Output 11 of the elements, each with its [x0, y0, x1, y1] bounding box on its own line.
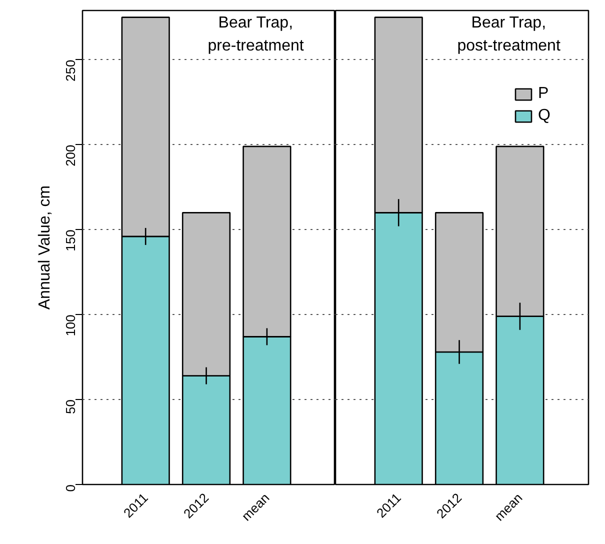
text: Bear Trap, post-treatment [457, 14, 561, 54]
y-tick-label: 0 [63, 484, 78, 492]
text: Bear Trap, pre-treatment [208, 14, 304, 54]
legend-label: Q [538, 107, 552, 125]
y-tick-label: 50 [63, 400, 78, 414]
y-tick-label: 100 [63, 314, 78, 336]
y-axis-title: Annual Value, cm [36, 185, 54, 310]
y-tick-label: 200 [63, 144, 78, 166]
y-tick-label: 150 [63, 230, 78, 252]
y-tick-label: 250 [63, 60, 78, 82]
legend-label: P [538, 85, 550, 103]
